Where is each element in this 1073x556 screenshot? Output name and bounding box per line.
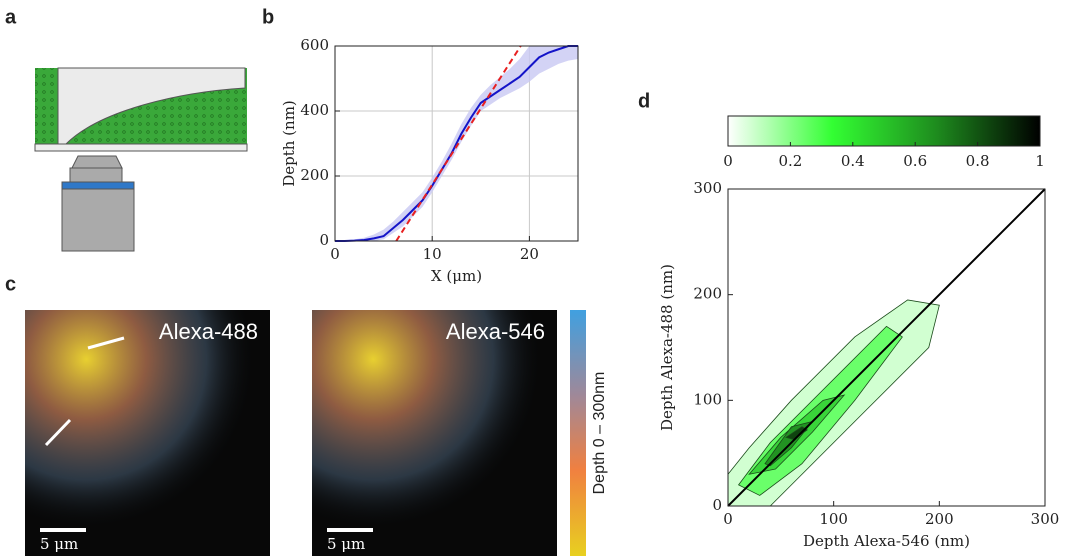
panel-letter: d [638, 90, 650, 112]
panel-letter: a [5, 6, 17, 28]
y-tick-label: 300 [693, 179, 722, 197]
colorbar-tick-label: 0.2 [778, 152, 802, 170]
y-axis-label: Depth (nm) [280, 100, 298, 187]
x-tick-label: 0 [330, 245, 340, 263]
colorbar-tick-label: 0 [723, 152, 733, 170]
panel-letter: c [5, 273, 16, 295]
panel-c-images [25, 310, 586, 556]
colorbar-tick-label: 0.4 [841, 152, 865, 170]
colorbar [727, 115, 1041, 147]
y-tick-label: 0 [319, 231, 329, 249]
colorbar-tick-label: 1 [1035, 152, 1045, 170]
colorbar-tick-label: 0.6 [903, 152, 927, 170]
y-tick-label: 100 [693, 390, 722, 408]
x-axis-label: X (μm) [431, 267, 482, 285]
y-tick-label: 600 [300, 36, 329, 54]
y-tick-label: 0 [712, 496, 722, 514]
x-tick-label: 300 [1031, 510, 1060, 528]
x-tick-label: 0 [723, 510, 733, 528]
x-tick-label: 100 [819, 510, 848, 528]
data-line [335, 45, 578, 242]
x-axis-label: Depth Alexa-546 (nm) [803, 532, 970, 550]
x-tick-label: 10 [423, 245, 442, 263]
axes-frame [727, 188, 1046, 507]
panel-a-schematic [34, 67, 248, 252]
y-tick-label: 200 [693, 285, 722, 303]
colorbar-label: Depth 0 – 300nm [591, 372, 608, 495]
x-tick-label: 200 [925, 510, 954, 528]
axes-frame [334, 45, 579, 242]
colorbar-tick-label: 0.8 [966, 152, 990, 170]
panel-letter: b [262, 6, 274, 28]
x-tick-label: 20 [520, 245, 539, 263]
image-label: Alexa-488 [159, 319, 258, 344]
y-tick-label: 400 [300, 101, 329, 119]
data-line [727, 188, 1046, 507]
image-label: Alexa-546 [446, 319, 545, 344]
scale-bar-label: 5 μm [327, 535, 365, 553]
y-tick-label: 200 [300, 166, 329, 184]
contour [785, 426, 808, 440]
scale-bar-label: 5 μm [40, 535, 78, 553]
data-line [395, 45, 522, 242]
y-axis-label: Depth Alexa-488 (nm) [658, 264, 676, 431]
